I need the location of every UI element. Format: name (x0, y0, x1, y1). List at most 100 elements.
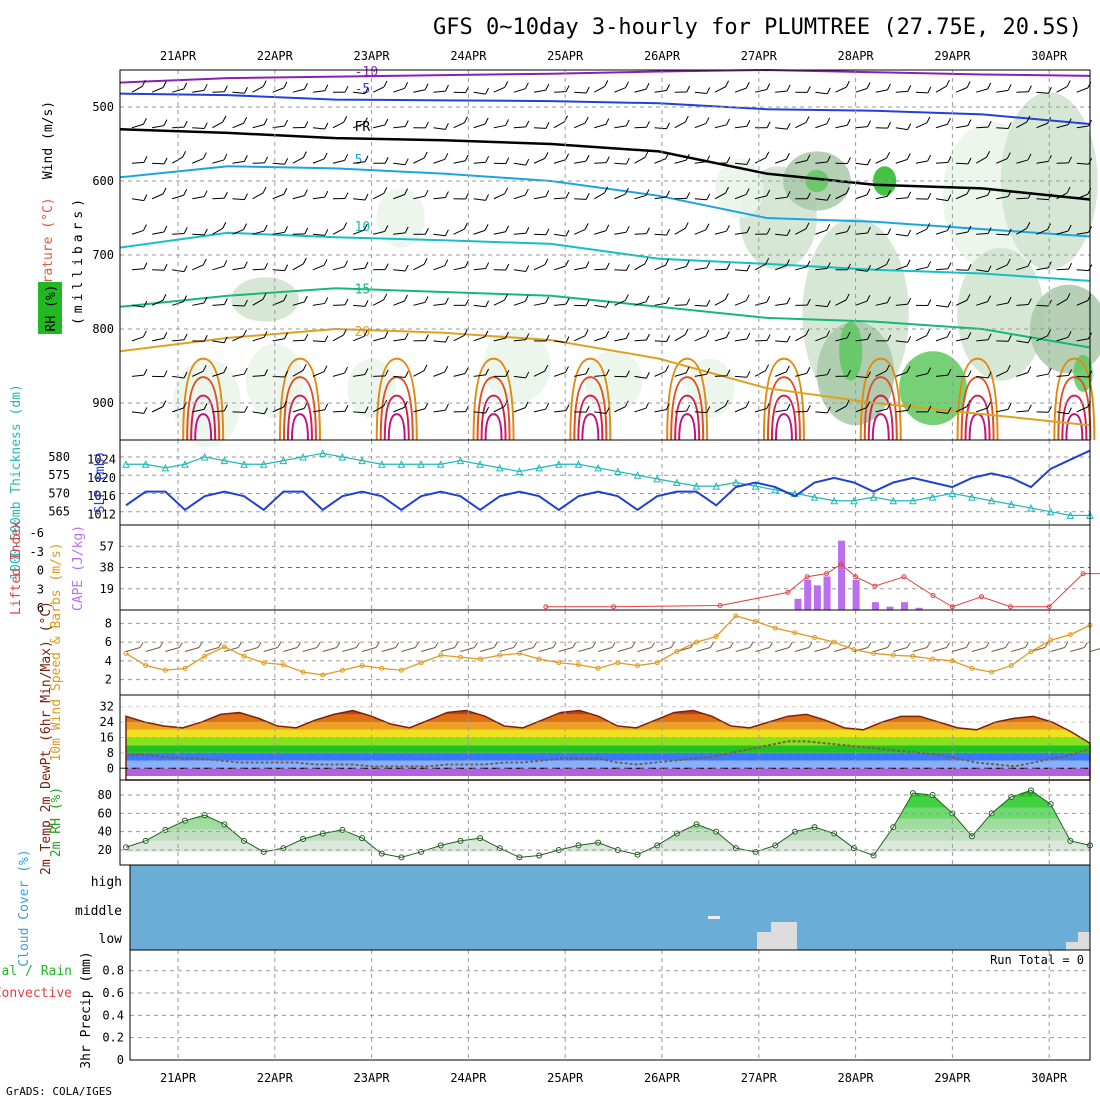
wind-barb (805, 222, 810, 230)
wind-barb (654, 340, 667, 342)
temp-loop (278, 357, 321, 441)
wind-barb (775, 371, 787, 377)
wind-barb (1056, 375, 1069, 377)
wind-barb (1076, 338, 1089, 342)
wind-barb (473, 123, 486, 129)
cloud-low-bar (771, 922, 797, 950)
li-point (853, 574, 859, 580)
wind-barb (795, 122, 807, 129)
wind-barb (143, 262, 148, 269)
wind-barb (244, 193, 248, 200)
wind-barb (1016, 159, 1029, 164)
wind-barb (625, 81, 629, 88)
y-tick-label: 4 (105, 654, 112, 668)
wind-barb-10m (1050, 647, 1065, 652)
wind-barb (493, 337, 506, 342)
wind-barb (223, 85, 228, 93)
wind-barb (183, 295, 188, 302)
wind-barb-10m (460, 647, 475, 652)
wind-barb (303, 83, 308, 90)
wind-barb (795, 266, 808, 271)
wind-barb (826, 155, 831, 163)
wind-barb (292, 195, 305, 200)
cape-bar (915, 607, 923, 610)
wind-barb (1016, 121, 1028, 129)
wind-barb (895, 340, 908, 343)
wind-barb (815, 161, 828, 164)
wind-barb (364, 300, 369, 307)
wind-barb (1067, 331, 1072, 338)
y-tick-label-right: 19 (100, 582, 114, 596)
wind-barb (192, 158, 204, 164)
wind-barb (223, 366, 228, 373)
wind-barb (654, 127, 667, 130)
wind-barb (1056, 336, 1069, 342)
wind-barb-10m (342, 647, 357, 652)
wind-barb (967, 263, 972, 271)
isotherm--10 (119, 68, 1091, 84)
cloud-level-middle: middle (75, 904, 122, 919)
ylabel-thickness: 1000-500mb Thickness (dm) (9, 384, 24, 580)
wind-barb-10m (906, 642, 911, 648)
wind-barb (304, 333, 309, 341)
wind-barb (192, 302, 205, 306)
wind-barb (734, 125, 747, 129)
wind-barb (1007, 296, 1012, 304)
wind-barb (344, 298, 349, 306)
wind-barb-10m (513, 642, 518, 648)
wind-barb (565, 298, 570, 305)
wind-barb (554, 91, 567, 93)
wind-barb (786, 297, 791, 304)
date-label-bottom: 23APR (354, 1071, 391, 1085)
wind-barb (1016, 227, 1028, 235)
wind-barb (162, 400, 167, 407)
wind-barb (433, 233, 446, 237)
wind-barb (324, 122, 329, 130)
wind-barb (473, 304, 486, 308)
wind-barb-10m (710, 642, 714, 648)
wind-barb (674, 121, 686, 129)
wind-barb (413, 89, 426, 93)
temp-loop (867, 394, 894, 441)
wind-barb (996, 302, 1009, 306)
wind-barb (565, 153, 570, 160)
wind-barb (644, 151, 649, 158)
date-label-bottom: 28APR (838, 1071, 875, 1085)
wind-barb (775, 90, 788, 93)
isotherm-label: 5 (355, 153, 363, 168)
y-tick-label: 80 (98, 788, 112, 802)
wind-barb (634, 194, 647, 200)
cloud-level-high: high (91, 875, 122, 890)
wind-barb (785, 365, 790, 373)
wind-barb (766, 402, 771, 409)
isotherm-20 (119, 327, 1091, 427)
wind-barb (646, 121, 650, 128)
wind-barb (264, 156, 269, 164)
temp-loop (1061, 394, 1088, 441)
wind-barb-10m (794, 647, 810, 652)
wind-barb (203, 335, 208, 342)
wind-barb (935, 123, 948, 129)
wind-barb (413, 408, 426, 413)
wind-barb (424, 83, 429, 90)
ylabel-rh2m: 2m RH (%) (49, 787, 64, 857)
y-tick-label: 0.4 (102, 1008, 124, 1022)
wind-barb (151, 299, 164, 306)
wind-barb-10m (336, 642, 341, 648)
wind-barb (505, 331, 509, 339)
wind-barb (332, 159, 345, 164)
wind-barb-10m (434, 642, 439, 648)
wind-barb (826, 193, 831, 201)
wind-barb (1036, 373, 1049, 377)
y-tick-label-right: 1020 (87, 471, 116, 485)
wind-barb (525, 158, 530, 166)
wind-barb (976, 301, 988, 306)
wind-barb (705, 117, 710, 124)
run-total: Run Total = 0 (990, 953, 1084, 967)
wind-barb (1056, 86, 1068, 93)
wind-barb (875, 195, 888, 200)
wind-barb (203, 296, 208, 304)
wind-barb (183, 371, 188, 379)
wind-barb (565, 336, 570, 343)
wind-barb (292, 301, 305, 306)
